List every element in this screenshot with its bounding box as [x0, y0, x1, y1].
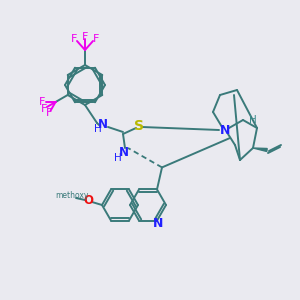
Text: H: H	[94, 124, 102, 134]
Text: F: F	[46, 108, 52, 118]
Text: O: O	[83, 194, 93, 208]
Text: methoxy: methoxy	[55, 191, 89, 200]
Text: F: F	[71, 34, 77, 44]
Text: S: S	[134, 119, 144, 133]
Text: F: F	[82, 32, 88, 42]
Text: N: N	[220, 124, 230, 136]
Text: N: N	[98, 118, 108, 130]
Text: F: F	[93, 34, 99, 44]
Text: N: N	[119, 146, 129, 160]
Text: F: F	[39, 97, 46, 107]
Text: F: F	[41, 103, 47, 113]
Text: H: H	[114, 153, 122, 163]
Text: H: H	[249, 115, 257, 125]
Text: N: N	[153, 217, 163, 230]
Polygon shape	[253, 148, 267, 152]
